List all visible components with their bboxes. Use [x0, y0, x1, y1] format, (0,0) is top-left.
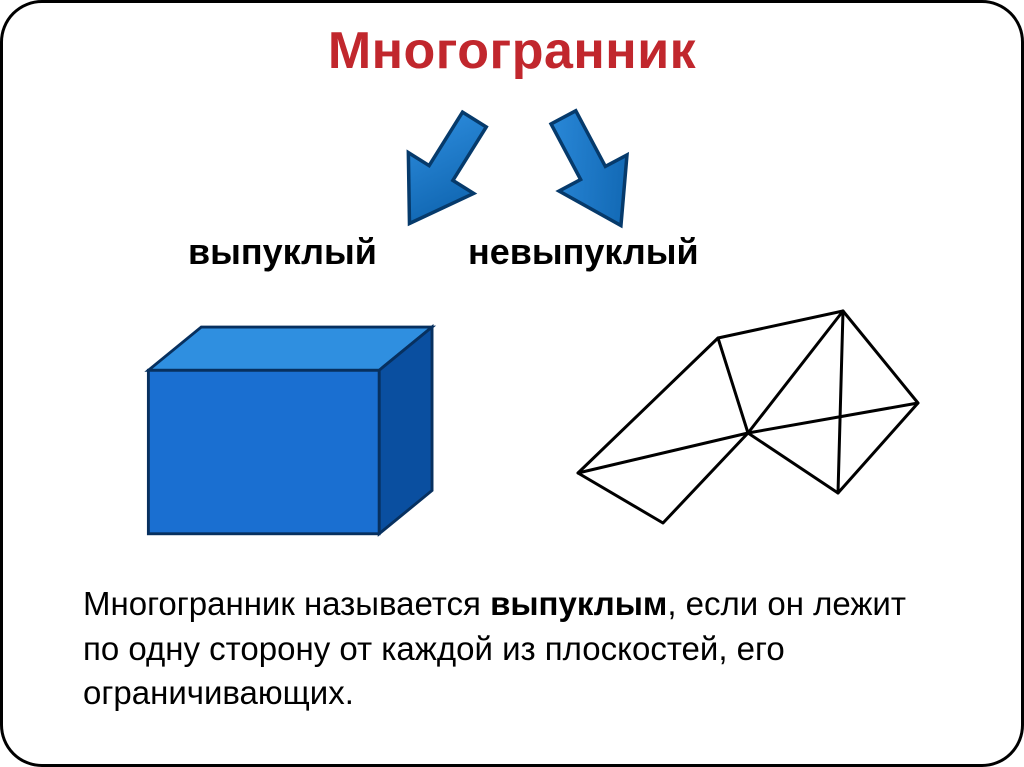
definition-text: Многогранник называется выпуклым, если о…: [83, 582, 941, 716]
arrow-left-icon: [381, 103, 501, 243]
arrow-right-icon: [533, 103, 653, 243]
definition-bold: выпуклым: [490, 585, 667, 622]
definition-pre: Многогранник называется: [83, 585, 490, 622]
convex-cube: [123, 303, 443, 553]
slide-frame: Многогранник выпуклый невыпуклый Многогр…: [0, 0, 1024, 767]
label-nonconvex: невыпуклый: [468, 231, 699, 273]
nonconvex-polyhedron: [548, 293, 928, 553]
label-convex: выпуклый: [188, 231, 377, 273]
page-title: Многогранник: [3, 21, 1021, 81]
